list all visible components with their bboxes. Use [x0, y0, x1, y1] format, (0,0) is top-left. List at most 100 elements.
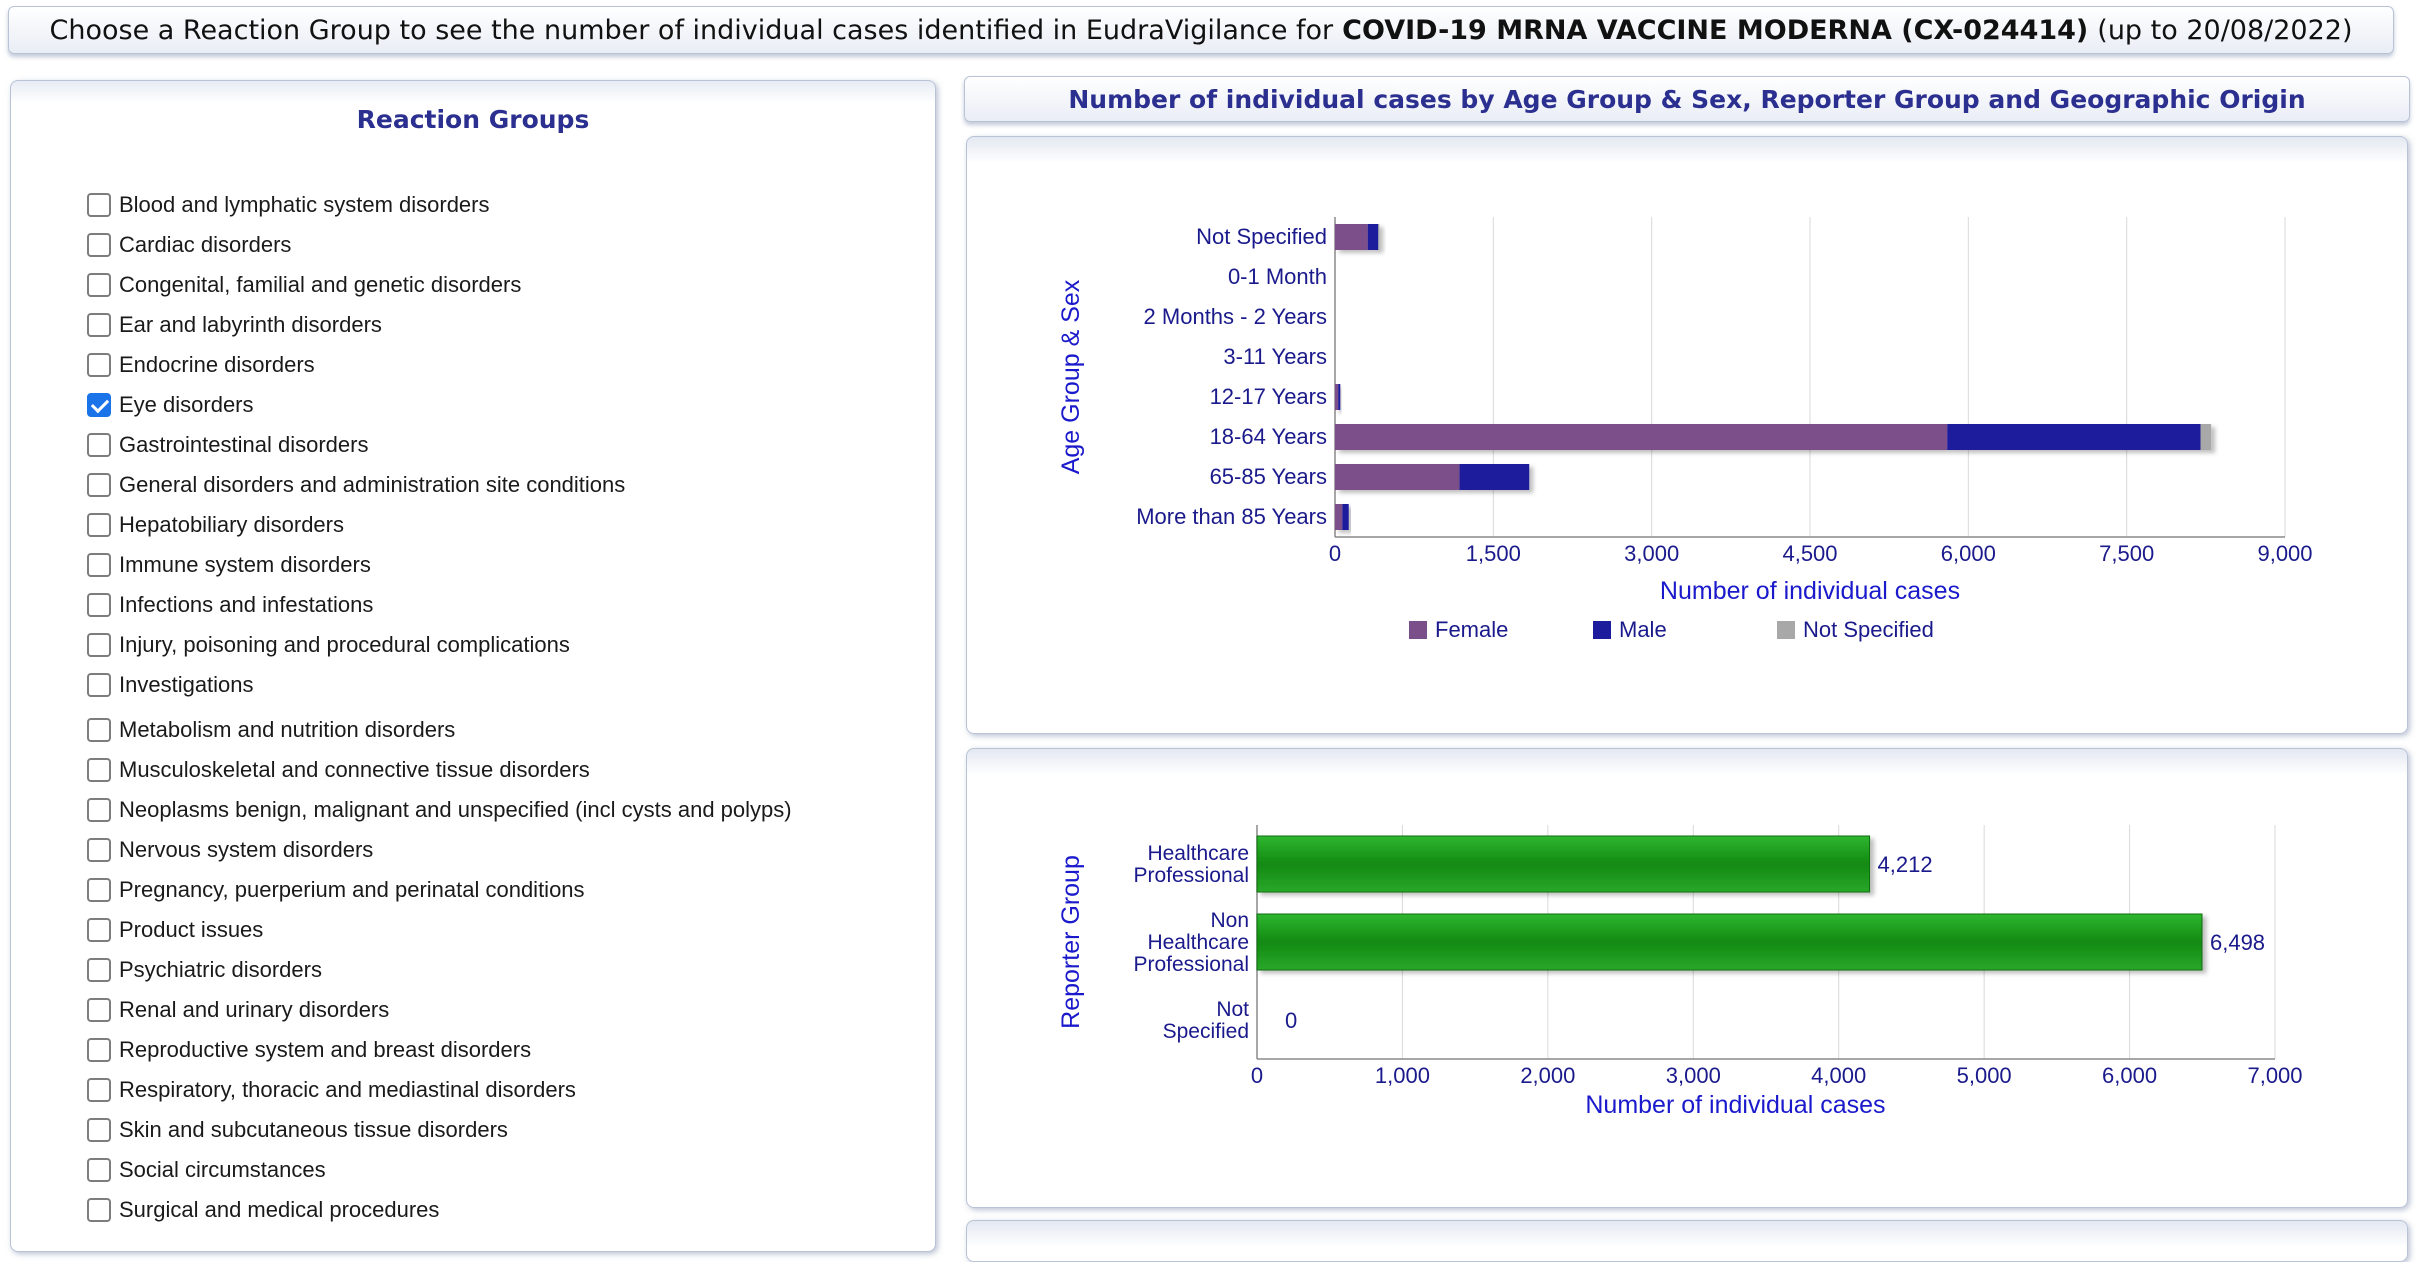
- checkbox[interactable]: [87, 633, 111, 657]
- reaction-group-item[interactable]: Skin and subcutaneous tissue disorders: [87, 1110, 792, 1150]
- legend-swatch: [1409, 621, 1427, 639]
- y-tick-label-line: Professional: [1133, 864, 1249, 887]
- reaction-group-item[interactable]: Reproductive system and breast disorders: [87, 1030, 792, 1070]
- bar-segment: [1342, 504, 1349, 530]
- x-tick-label: 1,500: [1466, 541, 1521, 566]
- x-tick-label: 3,000: [1666, 1063, 1721, 1088]
- geographic-origin-chart-panel: [966, 1220, 2408, 1262]
- reaction-group-label: Reproductive system and breast disorders: [119, 1037, 532, 1062]
- checkbox[interactable]: [87, 513, 111, 537]
- checkbox[interactable]: [87, 718, 111, 742]
- reaction-group-label: Ear and labyrinth disorders: [119, 312, 382, 337]
- checkbox[interactable]: [87, 838, 111, 862]
- reaction-group-item[interactable]: Eye disorders: [87, 385, 792, 425]
- reaction-group-label: Immune system disorders: [119, 552, 371, 577]
- reaction-group-item[interactable]: Respiratory, thoracic and mediastinal di…: [87, 1070, 792, 1110]
- checkbox[interactable]: [87, 473, 111, 497]
- x-tick-label: 3,000: [1624, 541, 1679, 566]
- bar-segment: [1335, 464, 1460, 490]
- reaction-group-item[interactable]: Neoplasms benign, malignant and unspecif…: [87, 790, 792, 830]
- reaction-group-item[interactable]: Congenital, familial and genetic disorde…: [87, 265, 792, 305]
- x-tick-label: 9,000: [2257, 541, 2312, 566]
- stacked-bar: [1335, 384, 1341, 410]
- checkbox[interactable]: [87, 758, 111, 782]
- checkbox[interactable]: [87, 1198, 111, 1222]
- checkbox[interactable]: [87, 553, 111, 577]
- reaction-group-item[interactable]: Product issues: [87, 910, 792, 950]
- bar-segment: [1335, 424, 1948, 450]
- checkbox[interactable]: [87, 353, 111, 377]
- y-tick-label-line: Professional: [1133, 953, 1249, 976]
- reaction-group-item[interactable]: Metabolism and nutrition disorders: [87, 710, 792, 750]
- bar-segment: [1947, 424, 2201, 450]
- legend-swatch: [1593, 621, 1611, 639]
- reaction-group-item[interactable]: Endocrine disorders: [87, 345, 792, 385]
- data-label: 6,498: [2210, 930, 2265, 955]
- reaction-group-item[interactable]: Injury, poisoning and procedural complic…: [87, 625, 792, 665]
- checkbox[interactable]: [87, 1078, 111, 1102]
- reaction-group-item[interactable]: General disorders and administration sit…: [87, 465, 792, 505]
- reaction-group-label: Musculoskeletal and connective tissue di…: [119, 757, 590, 782]
- reaction-group-label: Infections and infestations: [119, 592, 374, 617]
- legend-label: Female: [1435, 617, 1508, 642]
- checkbox[interactable]: [87, 1038, 111, 1062]
- checkbox[interactable]: [87, 798, 111, 822]
- y-tick-label-line: Non: [1210, 909, 1249, 932]
- reaction-group-item[interactable]: Gastrointestinal disorders: [87, 425, 792, 465]
- age-sex-chart: 0 1,500 3,000 4,500 6,000 7,500 9,000 Not Speci…: [1057, 217, 2313, 642]
- checkbox[interactable]: [87, 433, 111, 457]
- reaction-group-item[interactable]: Musculoskeletal and connective tissue di…: [87, 750, 792, 790]
- x-tick-label: 7,500: [2099, 541, 2154, 566]
- y-tick-label-line: Healthcare: [1147, 842, 1249, 865]
- y-tick-label: 0-1 Month: [1228, 264, 1327, 289]
- checkbox[interactable]: [87, 1118, 111, 1142]
- bar: [1256, 913, 2203, 971]
- checkbox[interactable]: [87, 998, 111, 1022]
- reaction-groups-panel: Reaction Groups Blood and lymphatic syst…: [10, 80, 936, 1252]
- reaction-group-item[interactable]: Surgical and medical procedures: [87, 1190, 792, 1230]
- reaction-group-item[interactable]: Investigations: [87, 665, 792, 705]
- reaction-group-label: Hepatobiliary disorders: [119, 512, 344, 537]
- checkbox[interactable]: [87, 273, 111, 297]
- reaction-group-item[interactable]: Infections and infestations: [87, 585, 792, 625]
- legend-label: Not Specified: [1803, 617, 1934, 642]
- checkbox[interactable]: [87, 918, 111, 942]
- x-tick-label: 1,000: [1375, 1063, 1430, 1088]
- checkbox-checked[interactable]: [87, 393, 111, 417]
- reaction-group-label: Respiratory, thoracic and mediastinal di…: [119, 1077, 576, 1102]
- reaction-group-item[interactable]: Nervous system disorders: [87, 830, 792, 870]
- y-tick-label: Healthcare Professional: [1133, 842, 1249, 887]
- checkbox[interactable]: [87, 673, 111, 697]
- age-sex-chart-panel: 0 1,500 3,000 4,500 6,000 7,500 9,000 Not Speci…: [966, 136, 2408, 734]
- checkbox[interactable]: [87, 593, 111, 617]
- bar-segment: [1335, 384, 1339, 410]
- reaction-group-item[interactable]: Renal and urinary disorders: [87, 990, 792, 1030]
- reaction-group-item[interactable]: Immune system disorders: [87, 545, 792, 585]
- reporter-group-chart-panel: 0 1,000 2,000 3,000 4,000 5,000 6,000 7,000 Heal…: [966, 748, 2408, 1208]
- data-label: 0: [1285, 1008, 1297, 1033]
- checkbox[interactable]: [87, 958, 111, 982]
- charts-title: Number of individual cases by Age Group …: [964, 76, 2410, 122]
- y-tick-label: 65-85 Years: [1210, 464, 1327, 489]
- checkbox[interactable]: [87, 193, 111, 217]
- y-tick-label: Not Specified: [1163, 998, 1250, 1043]
- checkbox[interactable]: [87, 313, 111, 337]
- reaction-group-item[interactable]: Blood and lymphatic system disorders: [87, 185, 792, 225]
- reaction-group-item[interactable]: Pregnancy, puerperium and perinatal cond…: [87, 870, 792, 910]
- header-prefix: Choose a Reaction Group to see the numbe…: [49, 14, 1334, 46]
- y-tick-label: Not Specified: [1196, 224, 1327, 249]
- bar-segment: [1338, 384, 1341, 410]
- reaction-group-item[interactable]: Cardiac disorders: [87, 225, 792, 265]
- checkbox[interactable]: [87, 233, 111, 257]
- reaction-group-item[interactable]: Ear and labyrinth disorders: [87, 305, 792, 345]
- reaction-group-item[interactable]: Social circumstances: [87, 1150, 792, 1190]
- checkbox[interactable]: [87, 1158, 111, 1182]
- reaction-group-label: Social circumstances: [119, 1157, 326, 1182]
- reaction-group-item[interactable]: Psychiatric disorders: [87, 950, 792, 990]
- y-tick-label: 2 Months - 2 Years: [1144, 304, 1327, 329]
- reaction-group-item[interactable]: Hepatobiliary disorders: [87, 505, 792, 545]
- checkbox[interactable]: [87, 878, 111, 902]
- y-tick-label: Non Healthcare Professional: [1133, 909, 1249, 976]
- x-axis-title: Number of individual cases: [1660, 577, 1960, 605]
- y-tick-label-line: Specified: [1163, 1020, 1249, 1043]
